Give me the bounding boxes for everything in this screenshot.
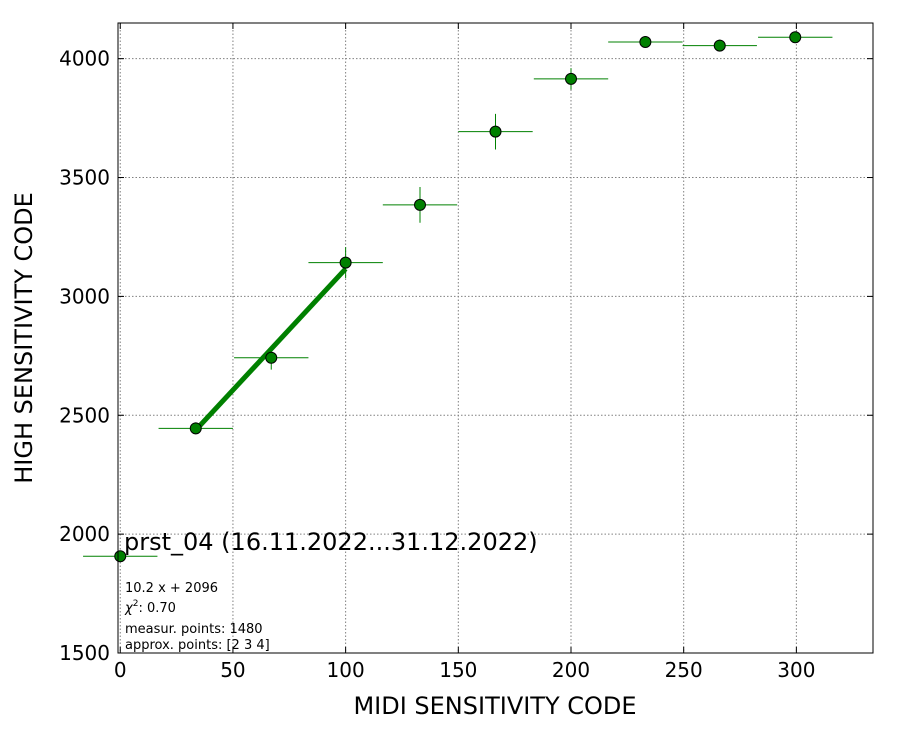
data-point	[339, 256, 352, 269]
x-tick-label: 0	[114, 658, 127, 682]
y-tick-label: 3500	[59, 166, 110, 190]
y-tick-label: 4000	[59, 47, 110, 71]
chi-symbol: χ	[124, 601, 134, 616]
x-tick-label: 300	[777, 658, 815, 682]
chi-superscript: 2	[133, 599, 139, 609]
fit-line	[193, 267, 348, 432]
fit-line-group	[193, 267, 348, 432]
annotation-approx-points: approx. points: [2 3 4]	[125, 638, 270, 653]
y-tick-label: 1500	[59, 641, 110, 665]
data-point	[713, 39, 726, 52]
x-tick-label: 250	[665, 658, 703, 682]
data-point	[565, 72, 577, 85]
chi2-value: 0.70	[147, 601, 176, 616]
x-axis-label: MIDI SENSITIVITY CODE	[353, 692, 636, 720]
grid-lines	[118, 23, 873, 654]
data-point	[414, 198, 426, 211]
data-point	[789, 31, 802, 44]
data-point	[639, 36, 652, 49]
y-tick-label: 3000	[59, 284, 110, 308]
x-tick-label: 200	[552, 658, 590, 682]
data-point	[265, 351, 278, 364]
x-tick-label: 100	[327, 658, 365, 682]
data-point	[489, 125, 502, 138]
x-tick-labels: 0 50 100 150 200 250 300	[114, 658, 816, 682]
chi-separator: :	[138, 601, 147, 616]
plot-frame	[117, 22, 874, 654]
x-tick-label: 150	[439, 658, 477, 682]
annotation-chi2: χ2: 0.70	[124, 599, 176, 616]
annotation-title: prst_04 (16.11.2022...31.12.2022)	[124, 528, 538, 556]
y-axis-label: HIGH SENSITIVITY CODE	[10, 192, 38, 484]
x-tick-label: 50	[220, 658, 245, 682]
y-tick-label: 2000	[59, 522, 110, 546]
y-tick-label: 2500	[59, 403, 110, 427]
data-point	[189, 422, 202, 435]
y-tick-labels: 1500 2000 2500 3000 3500 4000	[59, 47, 110, 665]
annotation-equation: 10.2 x + 2096	[125, 581, 218, 596]
annotation-measur-points: measur. points: 1480	[125, 622, 263, 637]
data-markers	[114, 31, 802, 563]
